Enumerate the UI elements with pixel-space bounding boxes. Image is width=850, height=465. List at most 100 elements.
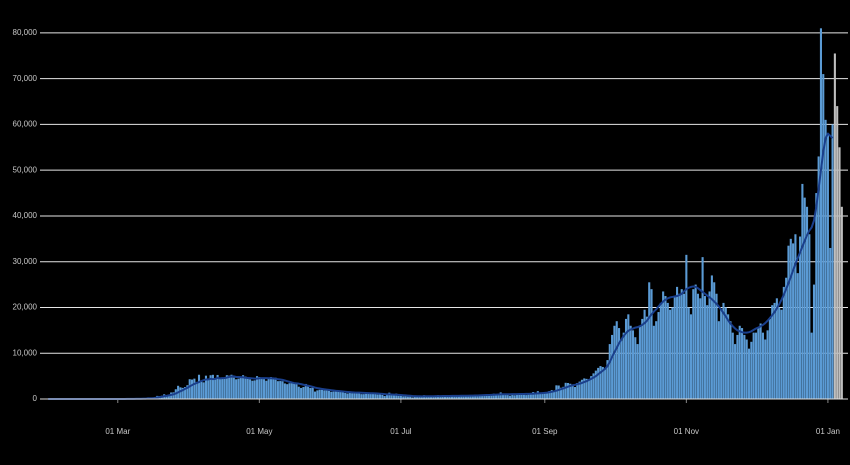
bar (611, 334, 614, 399)
bar (420, 396, 423, 399)
bar (569, 383, 572, 399)
bar (592, 373, 595, 399)
bar (307, 385, 310, 399)
bar (615, 321, 618, 399)
bar (246, 378, 249, 399)
bar (741, 328, 744, 399)
y-tick-label: 20,000 (13, 303, 38, 312)
y-tick-label: 0 (33, 394, 38, 403)
bar (706, 305, 709, 399)
bar (471, 395, 474, 399)
bar (216, 374, 219, 399)
bar (392, 394, 395, 399)
bar (529, 394, 532, 399)
bar (365, 393, 368, 399)
bar (425, 396, 428, 399)
bar (671, 307, 674, 399)
bar (553, 390, 556, 399)
bar (443, 395, 447, 399)
bar (232, 377, 235, 399)
bar (747, 348, 751, 399)
bar (462, 396, 465, 399)
bar (689, 314, 693, 399)
bar (608, 344, 611, 399)
bar (488, 395, 491, 399)
bar (181, 387, 184, 399)
bar (511, 393, 514, 399)
y-tick-label: 30,000 (13, 257, 38, 266)
bar (738, 325, 741, 399)
bar (464, 395, 467, 399)
bar (200, 381, 203, 399)
bar (815, 193, 818, 399)
bar (669, 309, 672, 399)
bar (446, 396, 449, 399)
bar (204, 375, 208, 399)
bar (439, 395, 442, 399)
bar (334, 390, 337, 399)
bar (339, 391, 342, 399)
bar (636, 344, 639, 399)
bar (490, 394, 493, 399)
bar (736, 334, 739, 399)
bar (664, 296, 667, 399)
bar (221, 377, 224, 399)
bar (186, 385, 189, 399)
bar (193, 378, 196, 399)
bar (648, 282, 651, 399)
bar (546, 392, 549, 399)
bar (785, 277, 788, 399)
bar (710, 275, 713, 399)
bar (337, 390, 340, 399)
bar (576, 382, 579, 399)
bar (474, 394, 477, 399)
bar (455, 395, 458, 399)
bar (812, 284, 816, 399)
bar (676, 286, 679, 399)
bar (824, 119, 827, 399)
bar (720, 309, 723, 399)
bar (290, 382, 293, 399)
bar (657, 312, 660, 399)
bar (388, 392, 391, 399)
bar (311, 387, 314, 399)
bar (666, 302, 669, 399)
bar (262, 379, 266, 399)
bar (620, 340, 623, 399)
bar (235, 379, 238, 399)
y-tick-label: 80,000 (13, 28, 38, 37)
bar (822, 74, 825, 399)
bar (499, 392, 502, 399)
bar (460, 395, 463, 399)
bar (441, 396, 444, 399)
bar (327, 390, 331, 399)
bar (703, 296, 706, 399)
bar (787, 245, 790, 399)
bar (764, 339, 767, 399)
bar (376, 394, 379, 399)
bar (297, 386, 300, 399)
bar (281, 381, 284, 399)
bar (555, 385, 558, 399)
bar (325, 390, 328, 399)
bar (228, 375, 231, 399)
bar (427, 396, 430, 399)
bar (724, 307, 727, 399)
bar (453, 395, 456, 399)
bar (782, 286, 785, 399)
bar (585, 378, 588, 399)
bar (826, 133, 829, 400)
bar (715, 293, 718, 399)
y-tick-label: 60,000 (13, 120, 38, 129)
bar (580, 379, 583, 399)
bar (831, 124, 834, 399)
bar (190, 379, 194, 399)
bar (295, 382, 298, 399)
bar (696, 293, 700, 399)
bar (559, 387, 563, 399)
bar (501, 394, 505, 399)
bar (372, 393, 375, 399)
bar (597, 367, 600, 399)
bar (634, 337, 637, 399)
bar (532, 392, 535, 399)
